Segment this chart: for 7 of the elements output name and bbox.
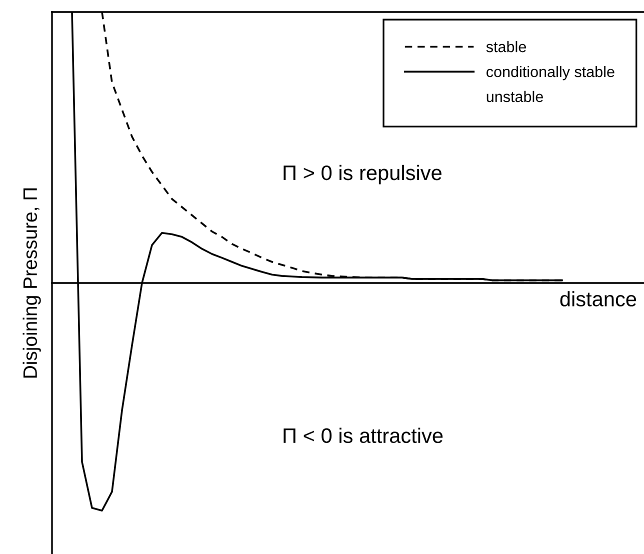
- annotation: Π > 0 is repulsive: [284, 164, 442, 184]
- legend-label: conditionally stable: [486, 66, 614, 80]
- y-axis-title: Disjoining Pressure, Π: [22, 188, 41, 378]
- x-axis-title: distance: [560, 291, 636, 306]
- annotation: Π < 0 is attractive: [284, 428, 443, 444]
- legend-label: stable: [486, 41, 526, 52]
- text: unstable: [486, 90, 543, 102]
